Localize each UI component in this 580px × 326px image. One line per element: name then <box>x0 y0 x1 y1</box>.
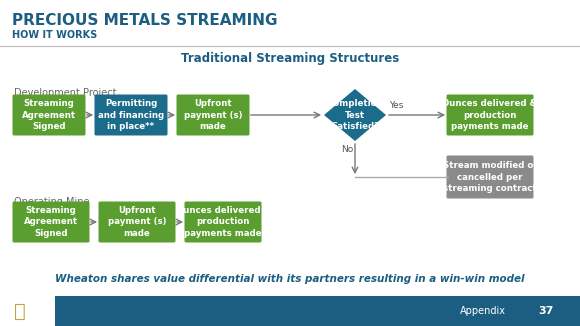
Text: Ⓦ: Ⓦ <box>14 302 26 320</box>
FancyBboxPatch shape <box>13 95 85 136</box>
Text: 37: 37 <box>538 306 553 316</box>
Text: Development Project: Development Project <box>14 88 117 98</box>
Text: No: No <box>341 145 353 154</box>
FancyBboxPatch shape <box>55 296 580 326</box>
Text: Permitting
and financing
in place**: Permitting and financing in place** <box>98 99 164 131</box>
FancyBboxPatch shape <box>95 95 168 136</box>
Text: Appendix: Appendix <box>460 306 506 316</box>
Text: PRECIOUS METALS STREAMING: PRECIOUS METALS STREAMING <box>12 13 277 28</box>
Text: Upfront
payment (s)
made: Upfront payment (s) made <box>108 206 166 238</box>
Text: Traditional Streaming Structures: Traditional Streaming Structures <box>181 52 399 65</box>
Text: HOW IT WORKS: HOW IT WORKS <box>12 30 97 40</box>
Text: Ounces delivered &
production
payments made: Ounces delivered & production payments m… <box>176 206 270 238</box>
Text: Operating Mine: Operating Mine <box>14 197 89 207</box>
Text: Ounces delivered &
production
payments made: Ounces delivered & production payments m… <box>443 99 538 131</box>
Text: Wheaton shares value differential with its partners resulting in a win-win model: Wheaton shares value differential with i… <box>55 274 525 284</box>
Text: Streaming
Agreement
Signed: Streaming Agreement Signed <box>24 206 78 238</box>
FancyBboxPatch shape <box>184 201 262 243</box>
Text: Yes: Yes <box>389 101 403 110</box>
FancyBboxPatch shape <box>447 95 534 136</box>
FancyBboxPatch shape <box>99 201 176 243</box>
Text: Upfront
payment (s)
made: Upfront payment (s) made <box>184 99 242 131</box>
Text: Completion
Test
Satisfied?: Completion Test Satisfied? <box>327 99 383 131</box>
FancyBboxPatch shape <box>447 156 534 199</box>
FancyBboxPatch shape <box>176 95 249 136</box>
Text: Stream modified or
cancelled per
streaming contract: Stream modified or cancelled per streami… <box>443 161 538 193</box>
FancyBboxPatch shape <box>13 201 89 243</box>
Text: Streaming
Agreement
Signed: Streaming Agreement Signed <box>22 99 76 131</box>
Polygon shape <box>324 89 386 141</box>
